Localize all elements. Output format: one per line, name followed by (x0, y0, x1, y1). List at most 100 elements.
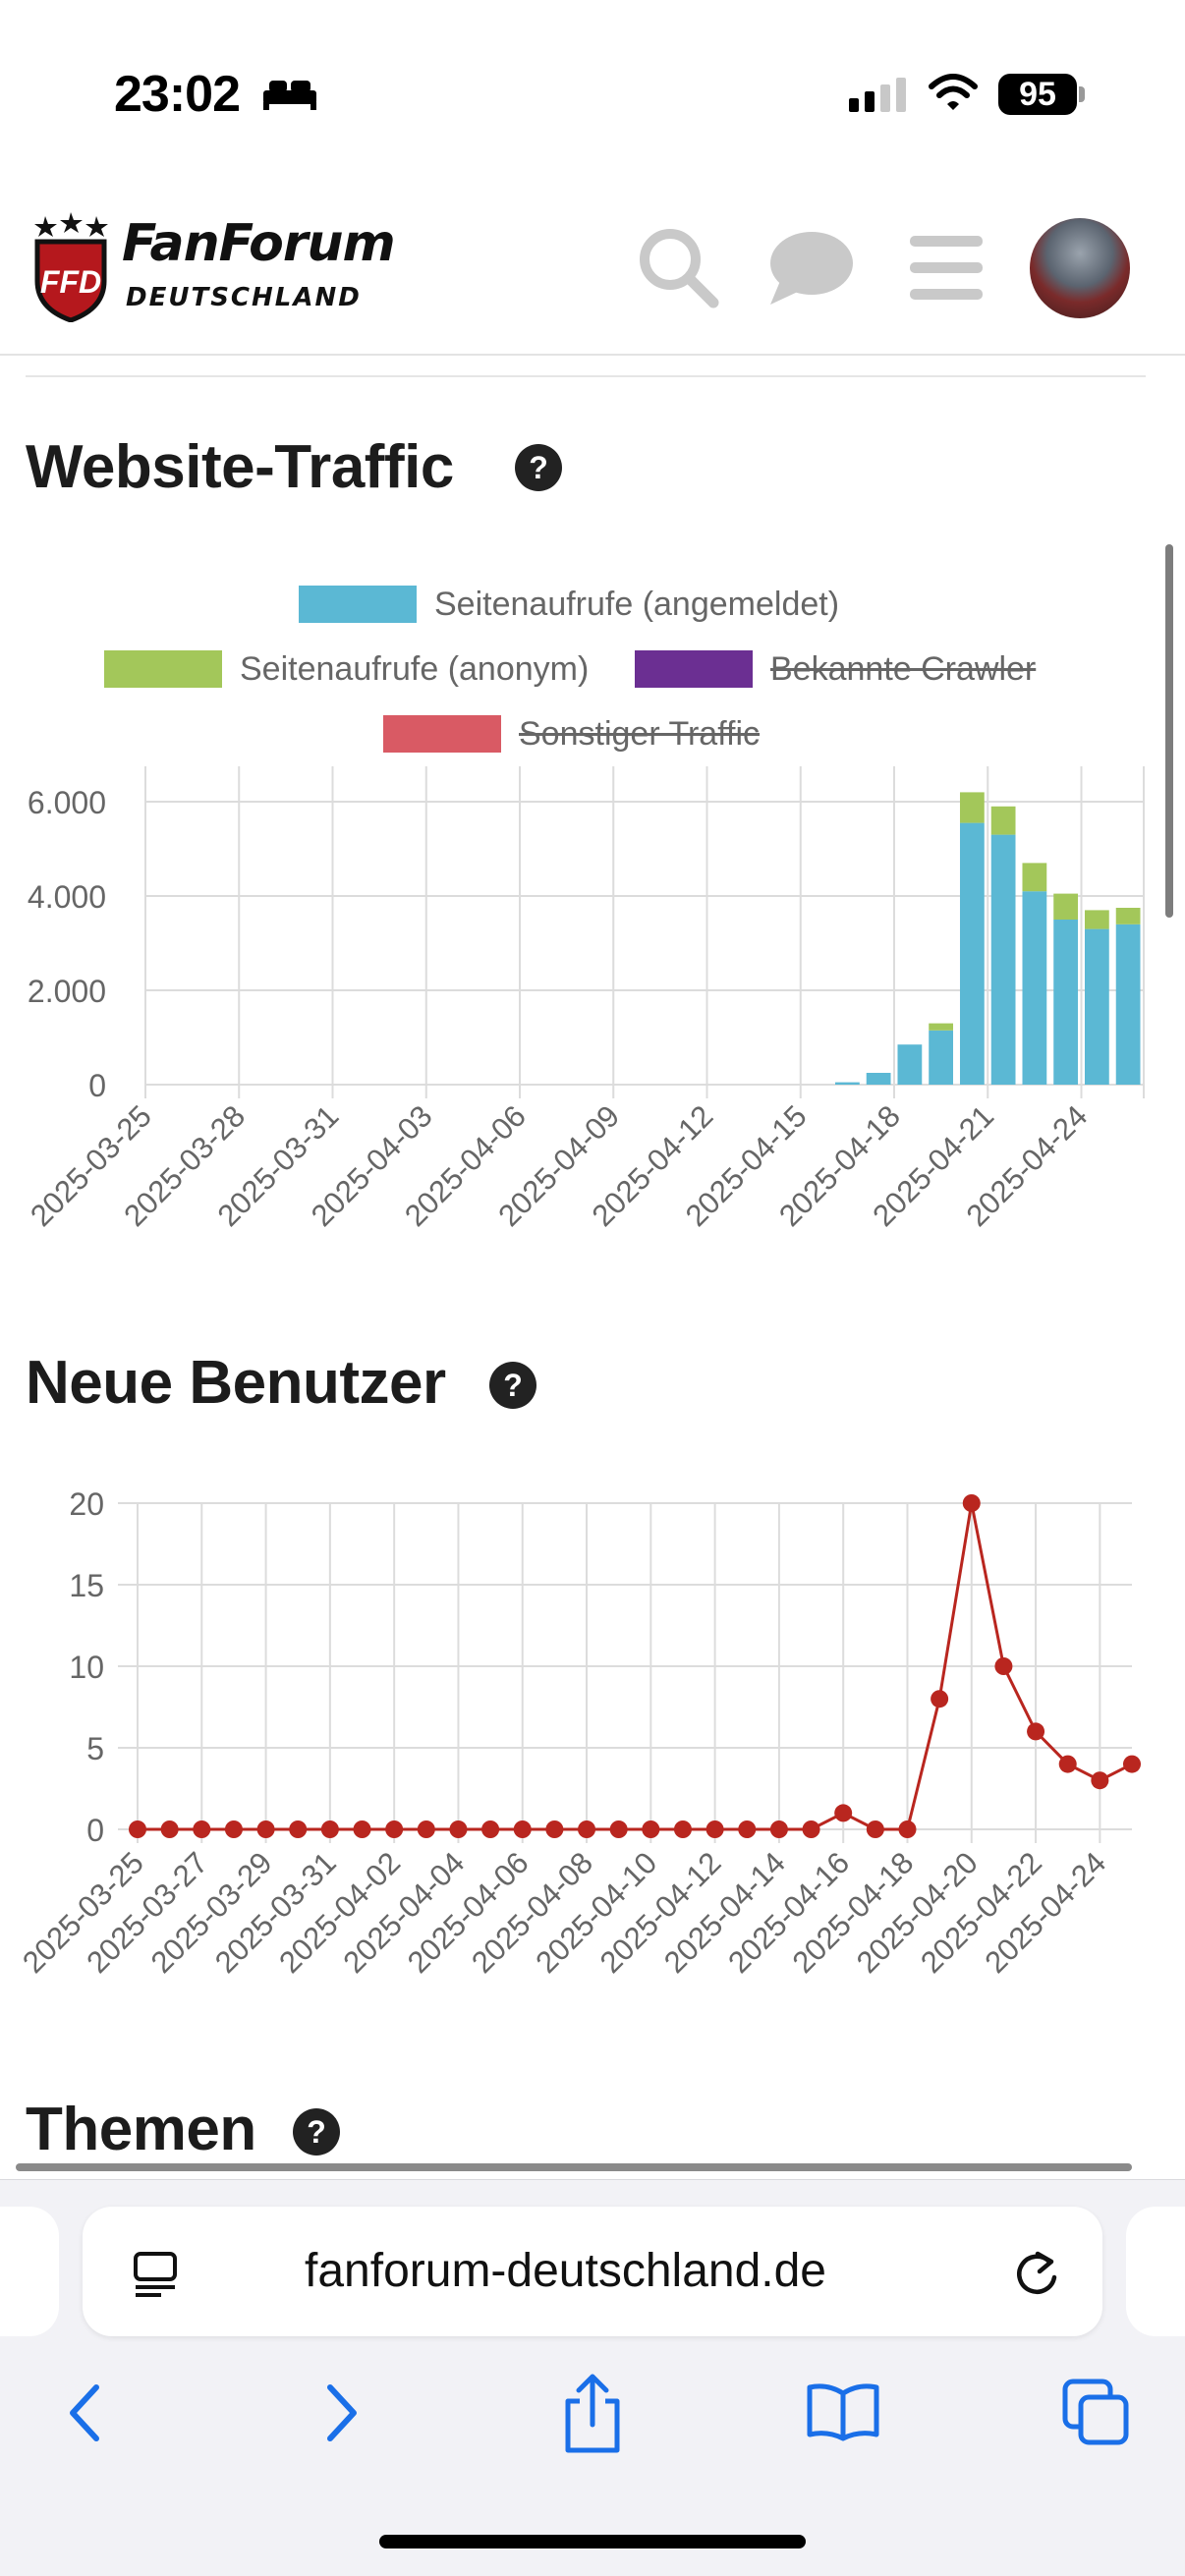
user-avatar[interactable] (1030, 218, 1130, 318)
bookmarks-icon[interactable] (806, 2381, 880, 2442)
data-point (353, 1820, 371, 1838)
menu-icon[interactable] (908, 234, 985, 303)
bar-segment (897, 1044, 923, 1085)
data-point (129, 1820, 146, 1838)
data-point (224, 1820, 243, 1838)
bar-segment (1022, 863, 1047, 892)
data-point (866, 1820, 884, 1838)
data-point (160, 1820, 179, 1838)
bar-segment (834, 1082, 860, 1085)
bar-segment (990, 834, 1016, 1085)
legend-label: Seitenaufrufe (anonym) (240, 650, 590, 688)
data-point (642, 1820, 660, 1838)
data-point (545, 1820, 564, 1838)
data-point (578, 1820, 596, 1838)
legend-swatch (104, 650, 222, 688)
tabs-icon[interactable] (1061, 2378, 1132, 2448)
data-point (320, 1820, 339, 1838)
previous-tab-preview[interactable] (0, 2207, 59, 2336)
legend-label: Bekannte Crawler (770, 650, 1037, 688)
data-point (193, 1820, 211, 1838)
users-help-icon[interactable]: ? (489, 1362, 536, 1409)
data-point (673, 1820, 692, 1838)
next-tab-preview[interactable] (1126, 2207, 1185, 2336)
data-point (705, 1820, 724, 1838)
legend-label: Seitenaufrufe (angemeldet) (434, 586, 840, 623)
y-tick-label: 5 (86, 1731, 104, 1766)
bar-segment (1115, 924, 1141, 1085)
address-bar[interactable] (83, 2207, 1102, 2336)
bar-segment (1115, 908, 1141, 924)
data-point (449, 1820, 468, 1838)
back-icon[interactable] (63, 2381, 106, 2444)
users-title: Neue Benutzer (26, 1349, 446, 1417)
bar-segment (1053, 893, 1079, 920)
data-point (1123, 1755, 1141, 1773)
page-load-bar (16, 2163, 1132, 2171)
battery-indicator: 95 (998, 74, 1077, 115)
logo-title[interactable]: FanForum (122, 214, 396, 273)
data-point (769, 1820, 788, 1838)
data-point (1091, 1771, 1109, 1790)
home-indicator[interactable] (379, 2535, 806, 2548)
search-icon[interactable] (637, 226, 721, 310)
url-text[interactable]: fanforum-deutschland.de (305, 2245, 826, 2297)
forward-icon[interactable] (320, 2381, 364, 2444)
status-bar: 23:02 95 (0, 0, 1185, 177)
bar-segment (929, 1030, 954, 1085)
y-tick-label: 4.000 (28, 879, 106, 915)
data-point (931, 1690, 949, 1708)
battery-tip (1079, 86, 1085, 102)
status-time: 23:02 (114, 66, 241, 123)
bar-segment (929, 1023, 954, 1031)
data-point (609, 1820, 628, 1838)
traffic-help-icon[interactable]: ? (515, 444, 562, 491)
logo-badge-text: FFD (40, 264, 101, 300)
reload-icon[interactable] (1012, 2248, 1061, 2301)
bar-segment (1053, 920, 1079, 1085)
legend-swatch (383, 715, 501, 753)
logo-subtitle[interactable]: DEUTSCHLAND (126, 283, 362, 312)
data-point (289, 1820, 308, 1838)
legend-swatch (299, 586, 417, 623)
bar-segment (959, 792, 985, 823)
data-point (256, 1820, 275, 1838)
share-icon[interactable] (560, 2372, 625, 2454)
data-point (802, 1820, 820, 1838)
reader-icon[interactable] (132, 2250, 181, 2299)
data-point (994, 1657, 1013, 1675)
ffd-logo-icon[interactable]: FFD (31, 212, 110, 322)
site-header (0, 177, 1185, 356)
data-point (898, 1820, 917, 1838)
y-tick-label: 0 (86, 1813, 104, 1848)
bar-segment (959, 822, 985, 1085)
data-point (385, 1820, 404, 1838)
legend-swatch (635, 650, 753, 688)
users-chart: 051015202025-03-252025-03-272025-03-2920… (16, 1486, 1141, 1980)
data-point (834, 1804, 853, 1822)
y-tick-label: 20 (69, 1486, 104, 1522)
data-point (738, 1820, 757, 1838)
traffic-title: Website-Traffic (26, 433, 454, 501)
y-tick-label: 15 (69, 1568, 104, 1603)
data-point (962, 1494, 981, 1512)
y-tick-label: 0 (88, 1068, 106, 1103)
y-tick-label: 10 (69, 1650, 104, 1685)
data-point (481, 1820, 500, 1838)
wifi-icon (929, 74, 978, 110)
legend-label: Sonstiger Traffic (519, 715, 761, 753)
traffic-chart: 02.0004.0006.0002025-03-252025-03-282025… (24, 766, 1145, 1233)
header-divider (26, 375, 1146, 377)
bar-segment (1022, 891, 1047, 1085)
bar-segment (1084, 910, 1109, 929)
page-scrollbar[interactable] (1165, 544, 1173, 918)
themen-help-icon[interactable]: ? (293, 2108, 340, 2156)
bar-segment (866, 1073, 891, 1085)
y-tick-label: 6.000 (28, 785, 106, 820)
data-point (513, 1820, 532, 1838)
data-point (1027, 1722, 1045, 1741)
bar-segment (990, 806, 1016, 835)
chat-icon[interactable] (766, 230, 855, 307)
themen-title: Themen (26, 2096, 256, 2163)
bar-segment (1084, 928, 1109, 1085)
